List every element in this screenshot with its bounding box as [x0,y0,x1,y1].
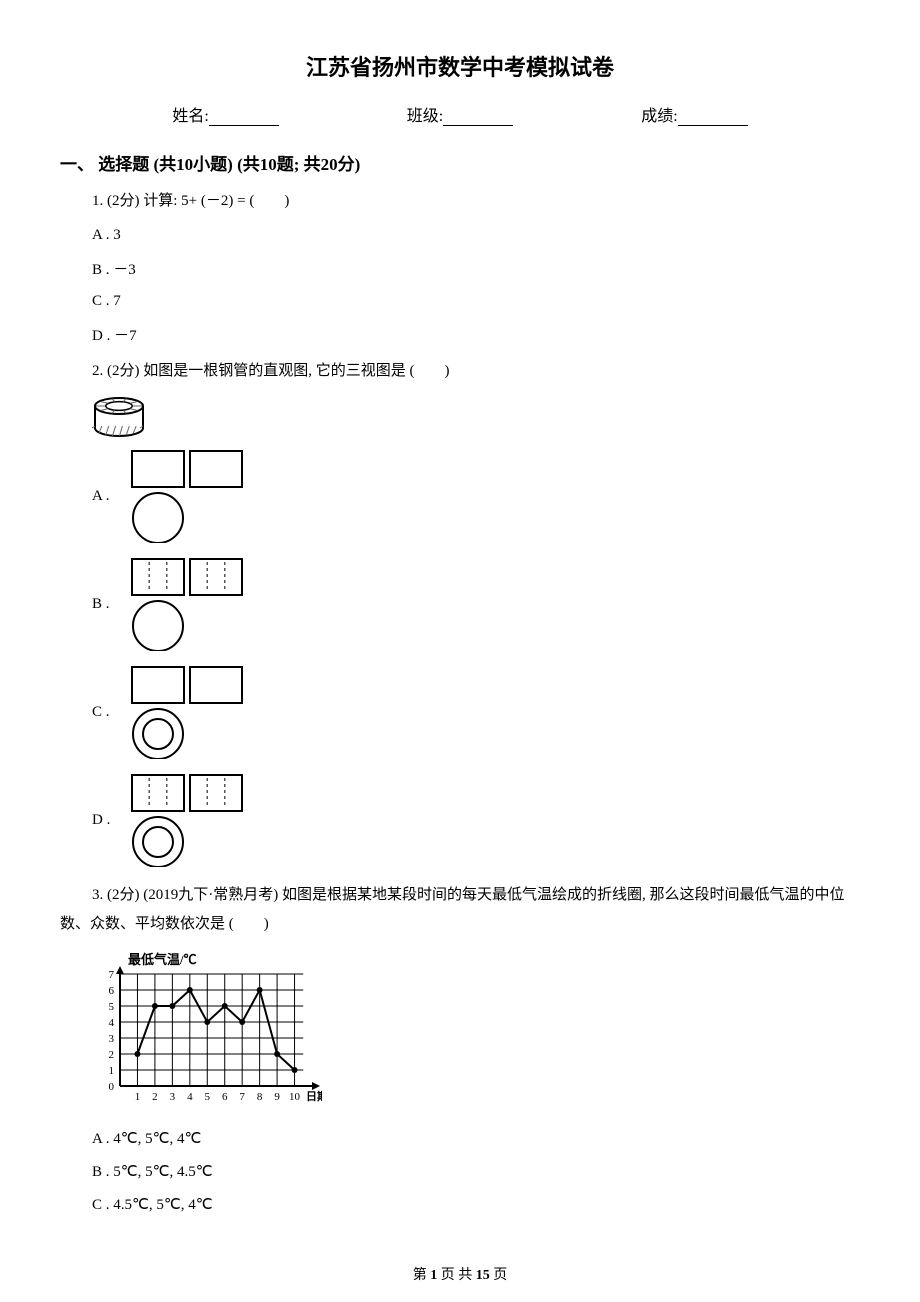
q1-option-a: A . 3 [92,227,860,244]
q3-option-a: A . 4℃, 5℃, 4℃ [92,1129,860,1148]
class-label: 班级: [407,102,443,126]
svg-text:2: 2 [109,1049,115,1061]
q1-option-d: D . －7 [92,324,860,345]
q2-option-d-label: D . [92,812,122,829]
class-blank [443,110,513,126]
q1-option-c: C . 7 [92,293,860,310]
q1-option-b: B . －3 [92,258,860,279]
q2-option-b: B . [92,557,860,651]
q3-option-c: C . 4.5℃, 5℃, 4℃ [92,1195,860,1214]
q3-option-b: B . 5℃, 5℃, 4.5℃ [92,1162,860,1181]
q2-option-a-label: A . [92,488,122,505]
q2-option-b-label: B . [92,596,122,613]
q3-chart: 最低气温/℃0123456712345678910日期 [92,950,860,1115]
svg-text:3: 3 [109,1033,115,1045]
name-blank [209,110,279,126]
section-heading: 一、 选择题 (共10小题) (共10题; 共20分) [60,150,860,175]
svg-text:4: 4 [187,1091,193,1103]
q2-option-b-figure [130,557,250,651]
q2-option-a-figure [130,449,250,543]
q1-stem: 1. (2分) 计算: 5+ (－2) = ( ) [92,189,860,215]
svg-text:6: 6 [109,985,115,997]
name-label: 姓名: [172,102,208,126]
svg-text:7: 7 [109,969,115,981]
q2-option-c-label: C . [92,704,122,721]
svg-text:6: 6 [222,1091,228,1103]
score-label: 成绩: [641,102,677,126]
svg-text:7: 7 [239,1091,245,1103]
header-fields: 姓名: 班级: 成绩: [60,102,860,126]
svg-text:10: 10 [289,1091,301,1103]
svg-text:0: 0 [109,1081,115,1093]
svg-text:8: 8 [257,1091,263,1103]
svg-text:3: 3 [170,1091,176,1103]
svg-text:1: 1 [135,1091,141,1103]
q2-option-c-figure [130,665,250,759]
q2-option-a: A . [92,449,860,543]
svg-text:最低气温/℃: 最低气温/℃ [128,952,197,967]
q2-option-d-figure [130,773,250,867]
q2-option-d: D . [92,773,860,867]
page-footer: 第 1 页 共 15 页 [0,1264,920,1284]
page-title: 江苏省扬州市数学中考模拟试卷 [60,50,860,82]
q2-cylinder-figure [92,396,860,443]
svg-text:5: 5 [205,1091,211,1103]
svg-text:2: 2 [152,1091,158,1103]
q3-stem: 3. (2分) (2019九下·常熟月考) 如图是根据某地某段时间的每天最低气温… [60,881,860,938]
score-blank [678,110,748,126]
svg-text:9: 9 [274,1091,280,1103]
q2-option-c: C . [92,665,860,759]
svg-text:日期: 日期 [306,1089,322,1103]
svg-text:4: 4 [109,1017,115,1029]
svg-text:5: 5 [109,1001,115,1013]
q2-stem: 2. (2分) 如图是一根钢管的直观图, 它的三视图是 ( ) [92,359,860,385]
svg-text:1: 1 [109,1065,115,1077]
